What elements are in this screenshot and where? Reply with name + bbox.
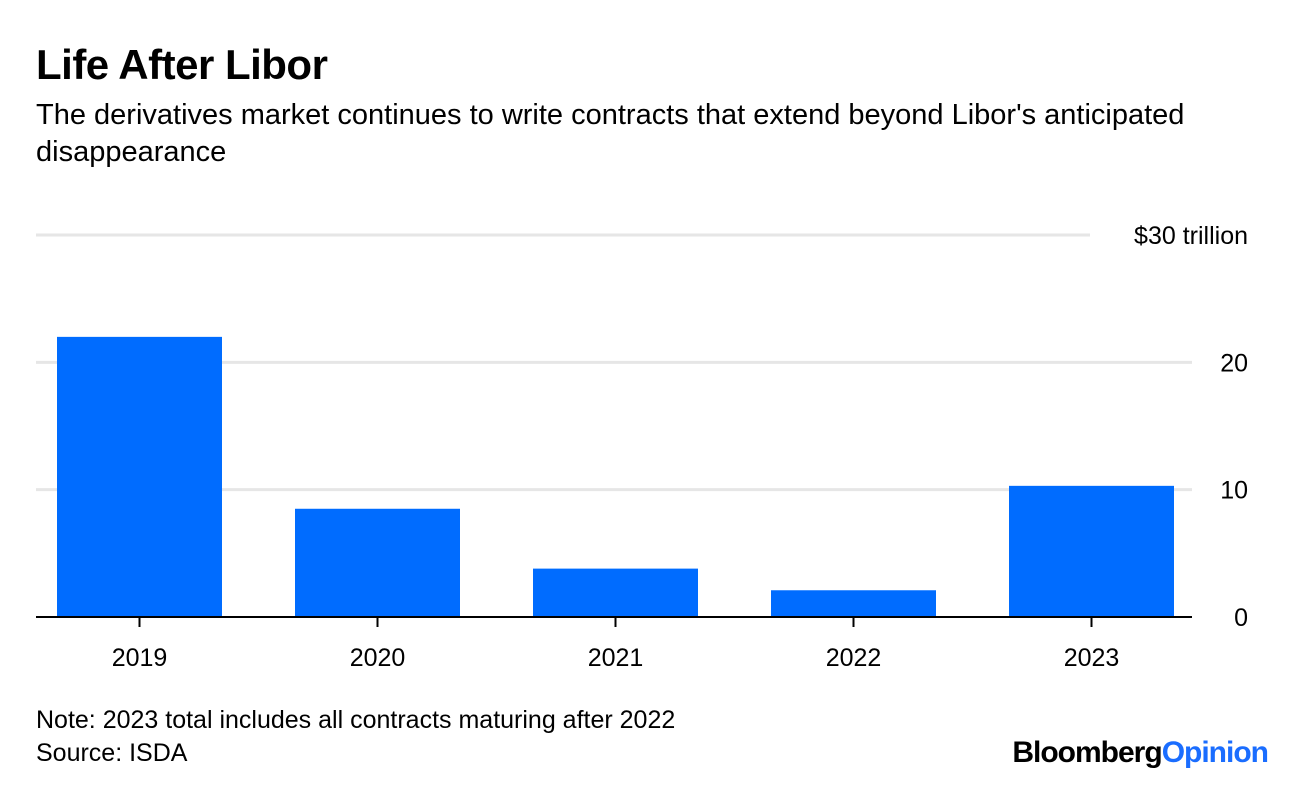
bar-2022 xyxy=(771,590,936,617)
chart-title: Life After Libor xyxy=(36,41,328,88)
y-axis-tick-labels: 0 10 20 $30 trillion xyxy=(1134,222,1248,632)
bar-2019 xyxy=(57,336,222,617)
bar-2021 xyxy=(533,568,698,617)
x-tick-label-2019: 2019 xyxy=(112,644,168,672)
brand-main: Bloomberg xyxy=(1012,736,1162,769)
gridlines xyxy=(36,233,1192,492)
chart-note: Note: 2023 total includes all contracts … xyxy=(36,706,676,734)
chart-source: Source: ISDA xyxy=(36,739,188,767)
x-axis xyxy=(36,616,1192,627)
bars xyxy=(57,336,1174,617)
x-tick-label-2022: 2022 xyxy=(826,644,882,672)
bar-2020 xyxy=(295,508,460,617)
y-tick-label-10: 10 xyxy=(1220,477,1248,505)
x-axis-tick-labels: 2019 2020 2021 2022 2023 xyxy=(112,644,1120,672)
x-tick-label-2021: 2021 xyxy=(588,644,644,672)
x-tick-label-2020: 2020 xyxy=(350,644,406,672)
chart-subtitle: The derivatives market continues to writ… xyxy=(36,99,1185,168)
y-tick-label-0: 0 xyxy=(1234,604,1248,632)
x-tick-label-2023: 2023 xyxy=(1064,644,1120,672)
y-tick-label-30: $30 trillion xyxy=(1134,222,1248,250)
bloomberg-opinion-logo: BloombergOpinion xyxy=(1012,734,1269,772)
y-tick-label-20: 20 xyxy=(1220,349,1248,377)
bar-2023 xyxy=(1009,485,1174,617)
brand-accent: Opinion xyxy=(1161,736,1269,769)
